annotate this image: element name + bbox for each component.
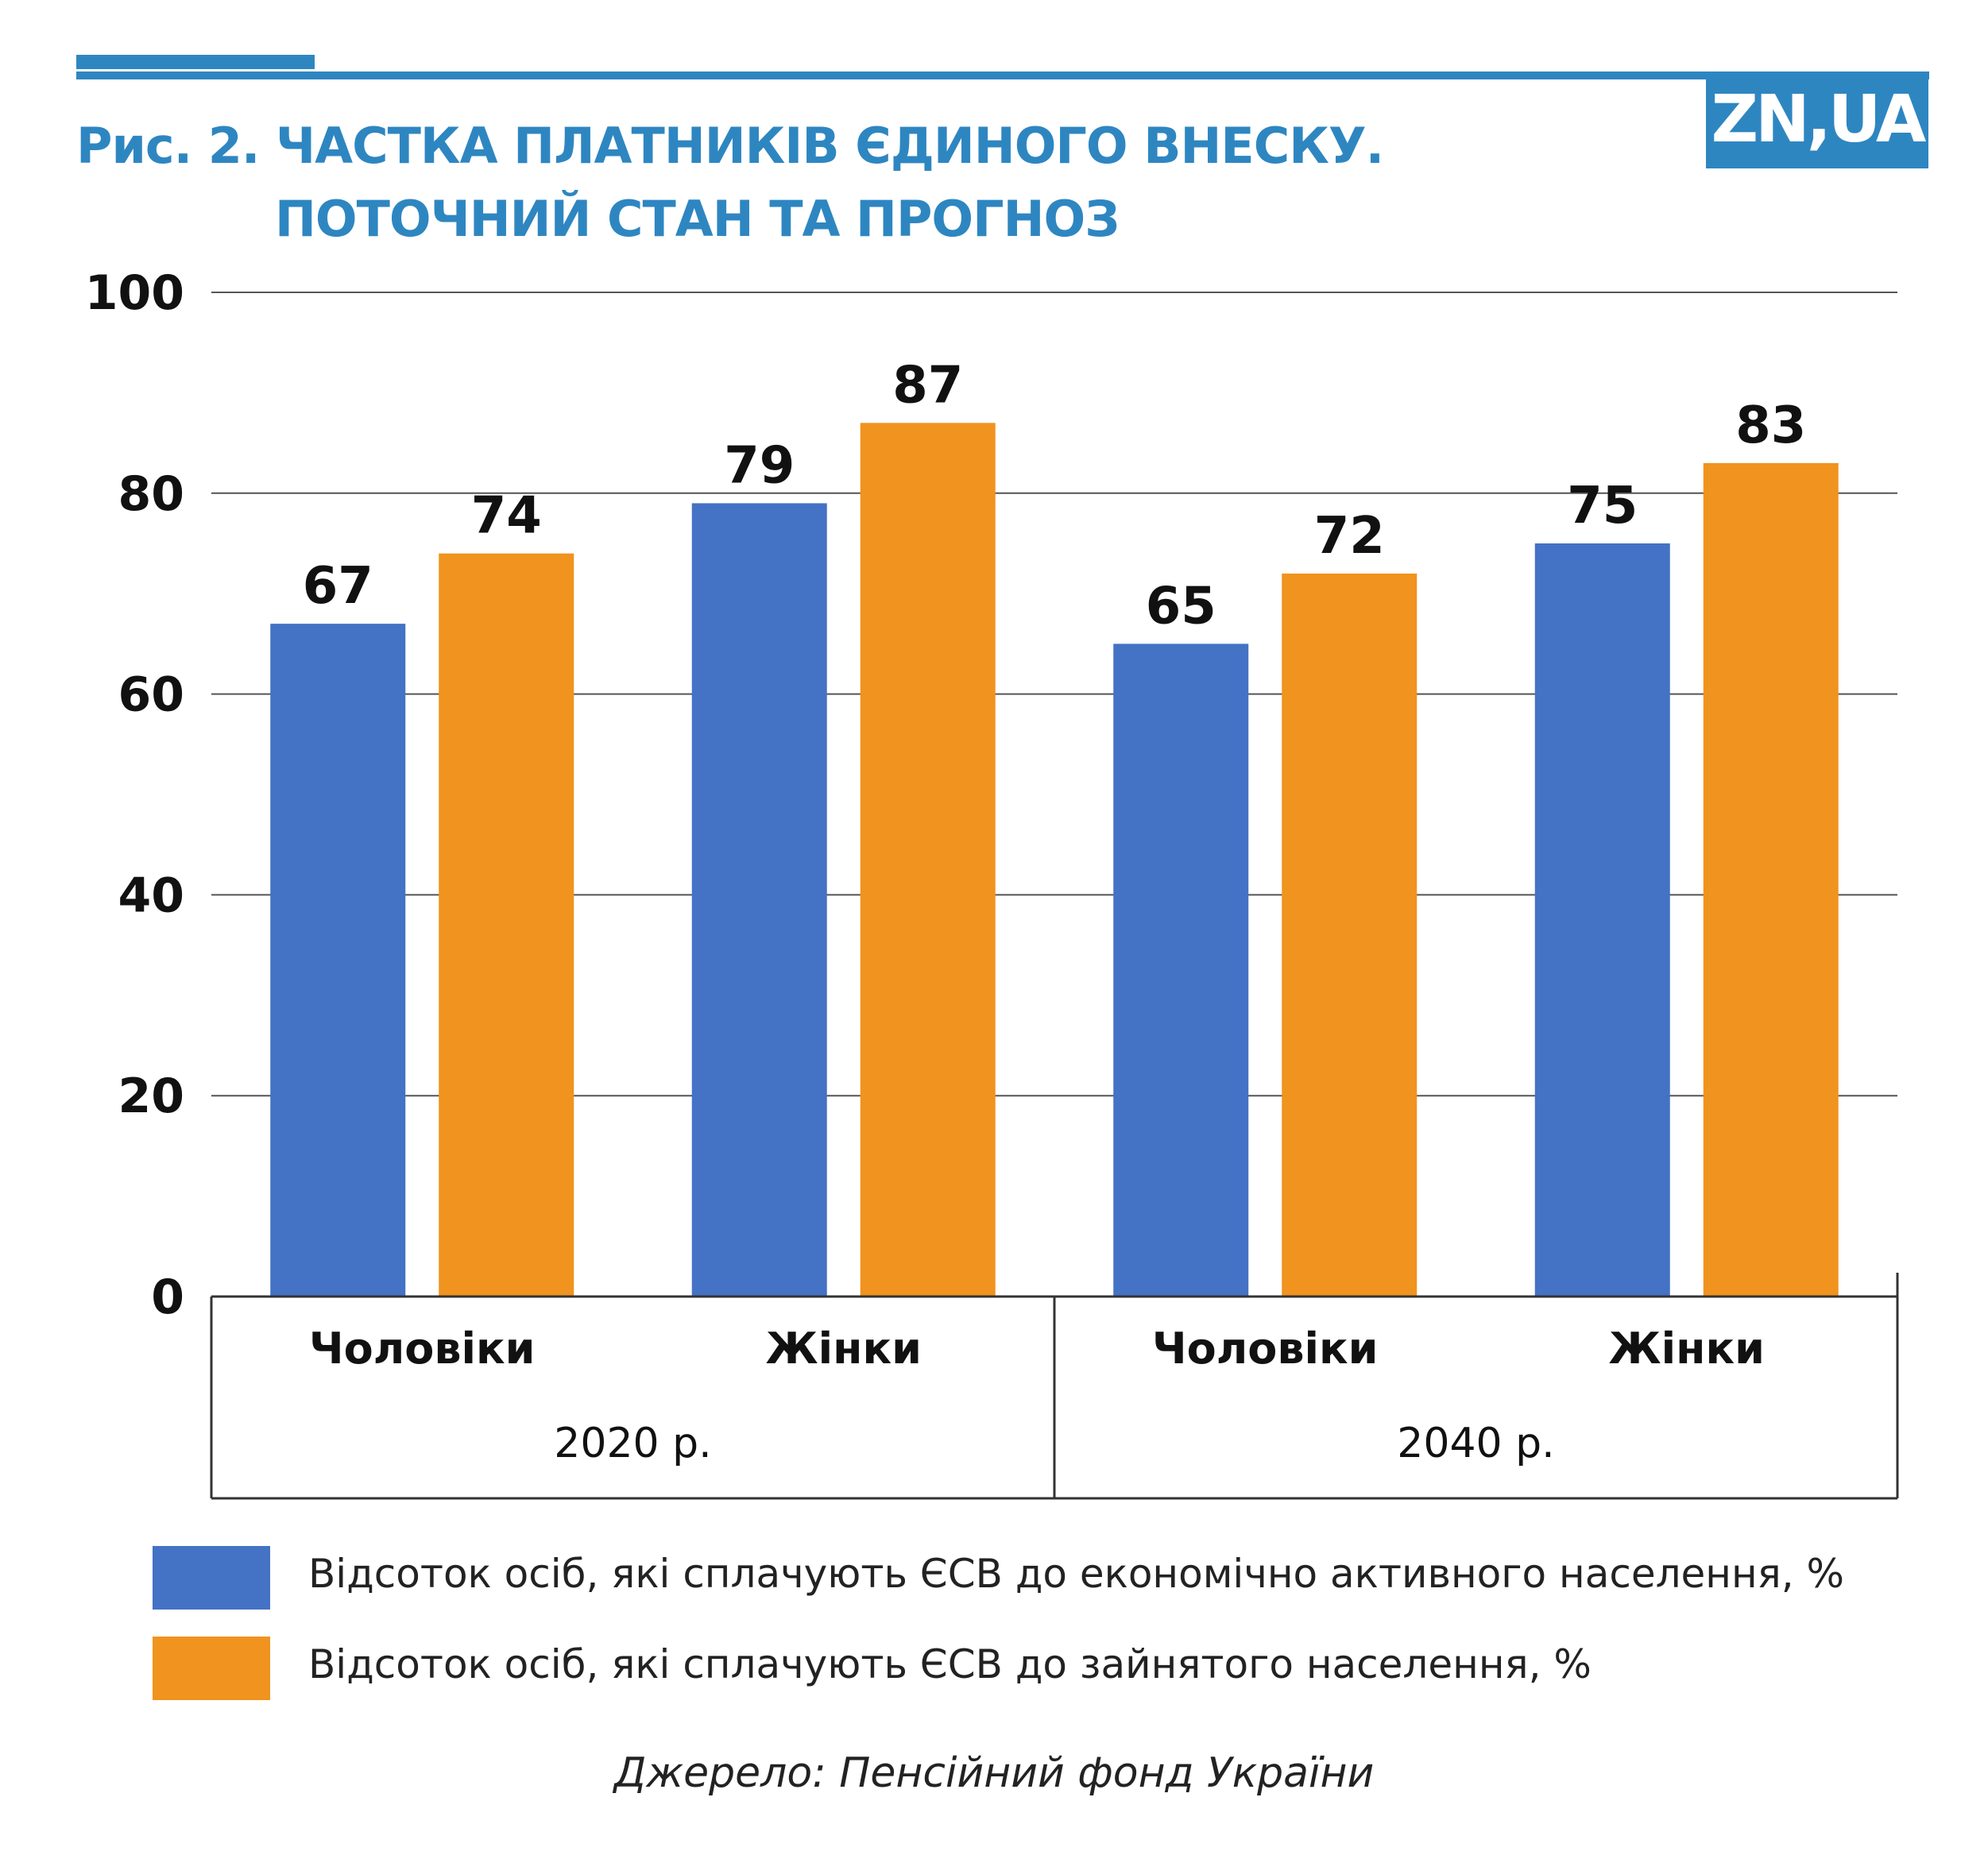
source-note: Джерело: Пенсійний фонд України xyxy=(613,1749,1375,1797)
value-label-s1-c2: 72 xyxy=(1314,507,1385,566)
value-label-s1-c1: 87 xyxy=(892,356,963,415)
value-label-s0-c3: 75 xyxy=(1567,477,1638,535)
category-label-3: Жінки xyxy=(1609,1324,1765,1374)
bar-s0-c1 xyxy=(691,503,827,1297)
logo-text: ZN,UA xyxy=(1711,82,1927,157)
value-label-s0-c2: 65 xyxy=(1146,577,1216,636)
y-tick-label-100: 100 xyxy=(85,265,184,321)
y-tick-label-80: 80 xyxy=(118,466,185,522)
legend-label-1: Відсоток осіб, які сплачують ЄСВ до зайн… xyxy=(308,1641,1592,1687)
legend-label-0: Відсоток осіб, які сплачують ЄСВ до екон… xyxy=(308,1551,1845,1597)
zn-ua-logo: ZN,UA xyxy=(1706,75,1928,168)
chart-title: Рис. 2. ЧАСТКА ПЛАТНИКІВ ЄДИНОГО ВНЕСКУ.… xyxy=(76,110,1384,256)
y-tick-label-40: 40 xyxy=(118,868,185,923)
header-accent-bar xyxy=(76,55,315,69)
bar-s1-c3 xyxy=(1703,462,1839,1297)
bar-s1-c2 xyxy=(1282,573,1418,1297)
y-tick-label-60: 60 xyxy=(118,667,185,723)
value-label-s0-c0: 67 xyxy=(303,557,373,616)
value-label-s1-c3: 83 xyxy=(1735,396,1806,455)
bar-chart: 0 20 40 60 80 100 67 74 79 87 65 72 75 83 Чоловіки Жі… xyxy=(85,265,1899,1500)
legend-swatch-0 xyxy=(153,1546,270,1610)
header-rule xyxy=(76,72,1929,79)
group-label-1: 2040 р. xyxy=(1397,1420,1554,1467)
y-tick-label-0: 0 xyxy=(151,1270,184,1325)
legend-swatch-1 xyxy=(153,1637,270,1700)
y-tick-label-20: 20 xyxy=(118,1069,185,1124)
title-line-1: Рис. 2. ЧАСТКА ПЛАТНИКІВ ЄДИНОГО ВНЕСКУ. xyxy=(76,117,1384,175)
category-label-2: Чоловіки xyxy=(1152,1324,1379,1374)
bar-s0-c0 xyxy=(270,624,406,1297)
bar-s0-c2 xyxy=(1113,644,1249,1297)
group-label-0: 2020 р. xyxy=(554,1420,711,1467)
category-label-1: Жінки xyxy=(766,1324,922,1374)
value-label-s1-c0: 74 xyxy=(471,487,542,546)
value-label-s0-c1: 79 xyxy=(724,436,795,495)
category-label-0: Чоловіки xyxy=(309,1324,536,1374)
bar-s1-c1 xyxy=(860,423,996,1297)
bar-s0-c3 xyxy=(1534,543,1670,1297)
title-line-2: ПОТОЧНИЙ СТАН ТА ПРОГНОЗ xyxy=(275,190,1120,248)
bar-s1-c0 xyxy=(439,553,574,1297)
